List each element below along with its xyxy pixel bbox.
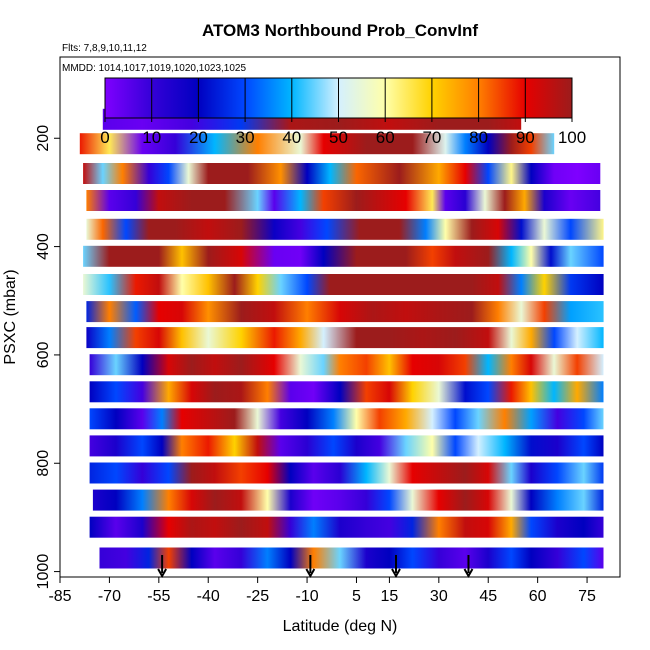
heatmap-layer-band [89,516,604,538]
x-tick-label: 30 [430,588,448,605]
x-tick-label: -25 [246,588,269,605]
colorbar-tick-label: 10 [142,128,161,147]
colorbar-tick-label: 90 [516,128,535,147]
x-tick-label: 60 [529,588,547,605]
x-axis: -85 -70 -55 -40 -25 -10 5 15 30 45 60 75 [48,577,596,605]
heatmap-layer-band [79,133,555,155]
colorbar-frame [104,77,573,119]
x-tick-label: 5 [352,588,361,605]
colorbar-tick-label: 80 [469,128,488,147]
y-tick-label: 1000 [35,554,52,590]
colorbar: 0 10 20 30 40 50 60 70 80 90 100 [100,77,586,147]
colorbar-tick-label: 60 [376,128,395,147]
aircraft-arrow [463,555,474,579]
y-tick-label: 200 [35,125,52,152]
heatmap-layer-band [83,274,604,295]
plot-frame [59,56,621,578]
flights-subtitle: Flts: 7,8,9,10,11,12 [62,43,147,54]
x-tick-label: -70 [98,588,121,605]
heatmap-layer-band [89,462,604,484]
heatmap-layer-band [99,547,604,569]
x-tick-label: 15 [381,588,399,605]
y-tick-label: 600 [35,341,52,368]
y-axis: 200 400 600 800 1000 [35,125,60,590]
heatmap-layer-band [86,327,604,349]
x-tick-label: -55 [147,588,170,605]
heatmap-layer-band [86,190,601,211]
heatmap-layer-band [92,489,604,511]
colorbar-tick-label: 20 [189,128,208,147]
x-tick-label: -85 [48,588,71,605]
x-tick-label: 75 [578,588,596,605]
dates-subtitle: MMDD: 1014,1017,1019,1020,1023,1025 [62,63,246,74]
heatmap-layer-band [89,435,604,457]
x-tick-label: -40 [197,588,220,605]
y-tick-label: 400 [35,233,52,260]
colorbar-tick-label: 50 [329,128,348,147]
aircraft-arrow [157,555,167,579]
heatmap-layer-band [89,408,604,430]
heatmap-layer-band [83,245,604,267]
colorbar-tick-label: 40 [282,128,301,147]
heatmap-layer-band [89,381,604,403]
y-axis-label: PSXC (mbar) [2,269,19,364]
colorbar-tick-label: 0 [100,128,109,147]
aircraft-arrow [305,555,316,579]
colorbar-tick-label: 100 [558,128,586,147]
y-tick-label: 800 [35,450,52,477]
colorbar-tick-label: 30 [236,128,255,147]
colorbar-tick-label: 70 [422,128,441,147]
aircraft-arrow [391,555,401,579]
heatmap-layer-band [83,163,601,184]
chart-title: ATOM3 Northbound Prob_ConvInf [202,21,478,40]
aircraft-arrows [157,555,474,579]
heatmap-layer-band [89,354,604,376]
x-tick-label: 45 [479,588,497,605]
heatmap-layers [79,108,604,569]
x-axis-label: Latitude (deg N) [283,618,398,635]
x-tick-label: -10 [295,588,318,605]
heatmap-layer-band [86,218,604,240]
heatmap-layer-band [86,301,604,323]
